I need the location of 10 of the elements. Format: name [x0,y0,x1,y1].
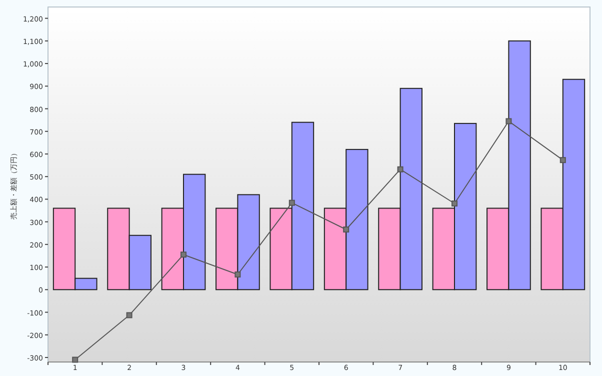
point [72,356,78,363]
point [234,271,241,278]
point [506,118,512,124]
point [452,200,458,206]
point [343,226,350,232]
point [288,200,295,206]
point [180,252,186,258]
point [560,157,566,164]
point [397,166,404,172]
point [126,312,132,318]
